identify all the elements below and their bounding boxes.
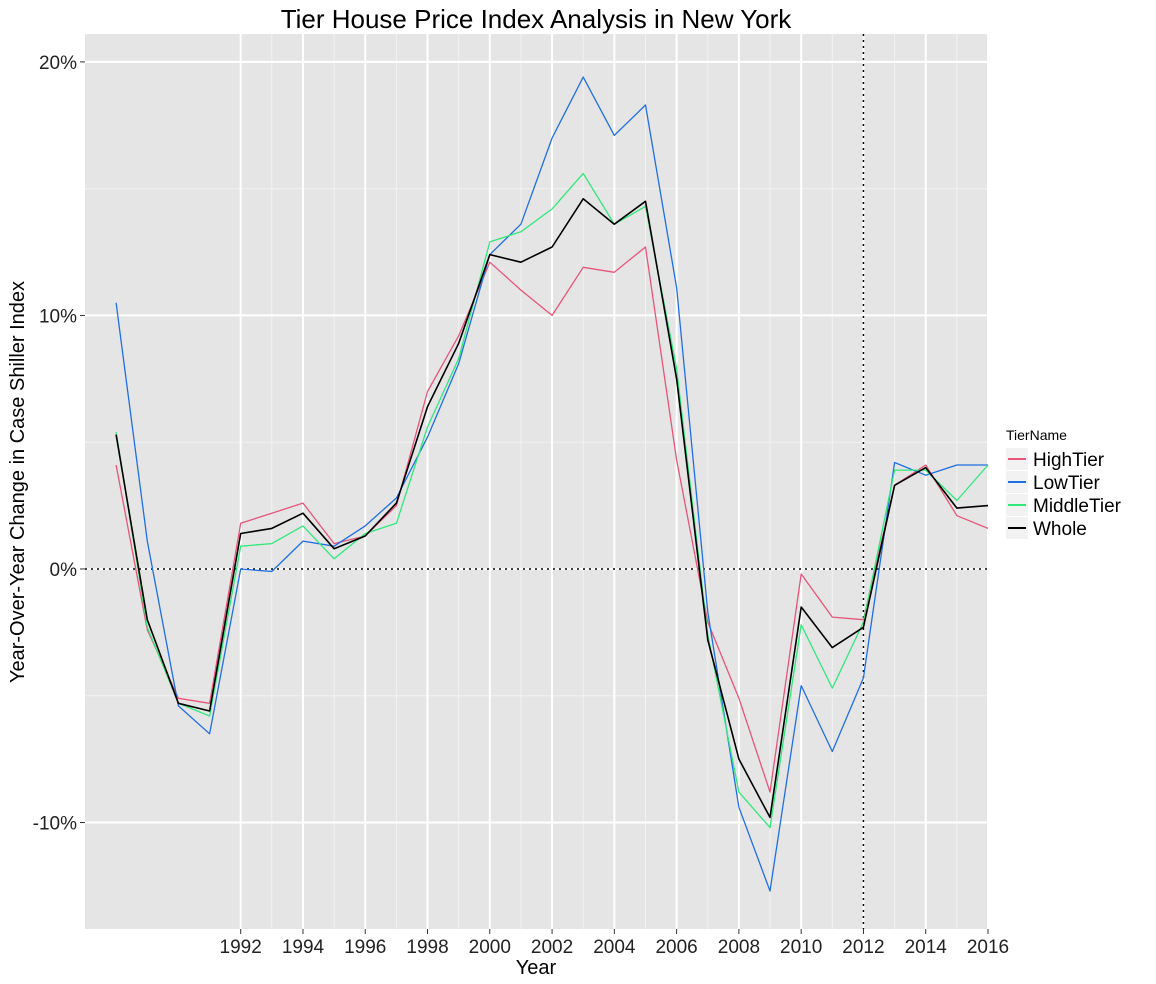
- legend-title: TierName: [1006, 427, 1067, 443]
- y-tick-label: 0%: [50, 560, 78, 581]
- plot-panel: [85, 34, 988, 929]
- series-line-whole: [115, 198, 989, 819]
- x-tick-label: 2002: [531, 937, 573, 958]
- x-tick-label: 2006: [655, 937, 697, 958]
- legend-label-lowtier: LowTier: [1033, 473, 1101, 494]
- series-line-hightier: [115, 246, 989, 793]
- minor-gridlines: [85, 34, 988, 929]
- x-tick-label: 2008: [718, 937, 760, 958]
- x-tick-label: 2012: [842, 937, 884, 958]
- x-axis: 1992 1994 1996 1998 2000 2002 2004 2006 2008 2010…: [220, 929, 1009, 958]
- legend-label-hightier: HighTier: [1033, 450, 1105, 471]
- x-tick-label: 2000: [469, 937, 511, 958]
- y-tick-label: -10%: [33, 814, 77, 835]
- chart-title: Tier House Price Index Analysis in New Y…: [281, 4, 793, 34]
- legend-label-middletier: MiddleTier: [1033, 496, 1122, 517]
- y-axis: 20% 10% 0% -10%: [33, 53, 85, 835]
- series-layer: [115, 76, 989, 892]
- x-tick-label: 2014: [905, 937, 948, 958]
- x-tick-label: 2016: [967, 937, 1009, 958]
- x-axis-title: Year: [516, 957, 557, 979]
- x-tick-label: 2010: [780, 937, 822, 958]
- y-tick-label: 20%: [39, 53, 77, 74]
- x-tick-label: 1996: [344, 937, 386, 958]
- series-line-middletier: [115, 172, 989, 829]
- y-tick-label: 10%: [39, 306, 77, 327]
- series-line-lowtier: [115, 76, 988, 892]
- reference-lines: [85, 34, 988, 929]
- y-axis-title: Year-Over-Year Change in Case Shiller In…: [7, 281, 29, 683]
- legend-label-whole: Whole: [1033, 519, 1087, 540]
- x-tick-label: 1994: [282, 937, 325, 958]
- x-tick-label: 1998: [406, 937, 448, 958]
- x-tick-label: 1992: [220, 937, 262, 958]
- x-tick-label: 2004: [593, 937, 636, 958]
